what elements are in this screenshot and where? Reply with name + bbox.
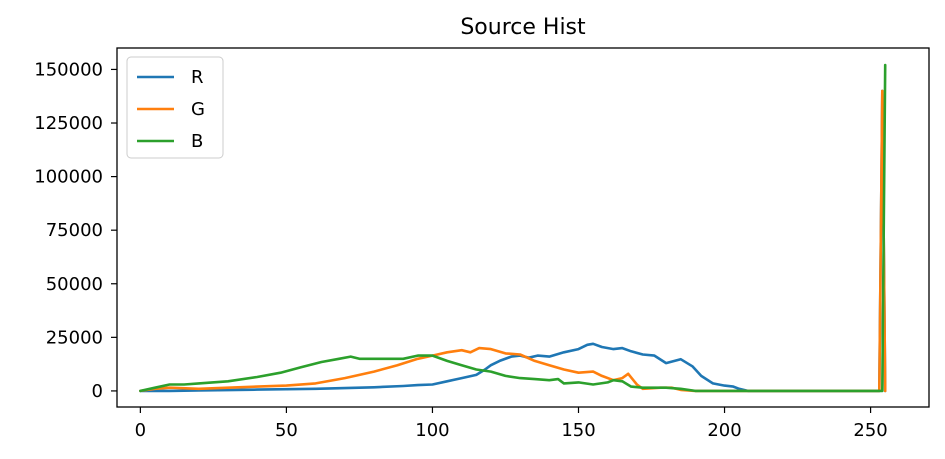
- legend: RGB: [126, 56, 224, 159]
- series-line-B: [139, 63, 887, 393]
- series-line-R: [139, 89, 887, 393]
- axes-frame: [116, 47, 930, 408]
- x-tick-label: 0: [135, 420, 146, 441]
- legend-label-R: R: [191, 67, 204, 88]
- x-tick-label: 100: [415, 420, 449, 441]
- y-tick-label: 100000: [34, 167, 103, 188]
- legend-label-G: G: [191, 99, 205, 120]
- y-tick-label: 0: [92, 381, 103, 402]
- chart-title: Source Hist: [460, 15, 586, 40]
- x-tick-label: 200: [707, 420, 741, 441]
- y-tick-label: 150000: [34, 59, 103, 80]
- legend-label-B: B: [191, 131, 203, 152]
- x-tick-label: 150: [561, 420, 595, 441]
- legend-box: [126, 56, 224, 159]
- y-tick-label: 25000: [46, 327, 103, 348]
- y-tick-label: 50000: [46, 274, 103, 295]
- y-axis: 0 25000 50000 75000 100000 125000 150000: [34, 59, 117, 402]
- x-tick-label: 50: [275, 420, 298, 441]
- plot-area: [116, 47, 930, 408]
- y-tick-label: 125000: [34, 113, 103, 134]
- y-tick-label: 75000: [46, 220, 103, 241]
- x-axis: 0 50 100 150 200 250: [135, 407, 888, 441]
- series-line-G: [139, 89, 887, 393]
- x-tick-label: 250: [853, 420, 887, 441]
